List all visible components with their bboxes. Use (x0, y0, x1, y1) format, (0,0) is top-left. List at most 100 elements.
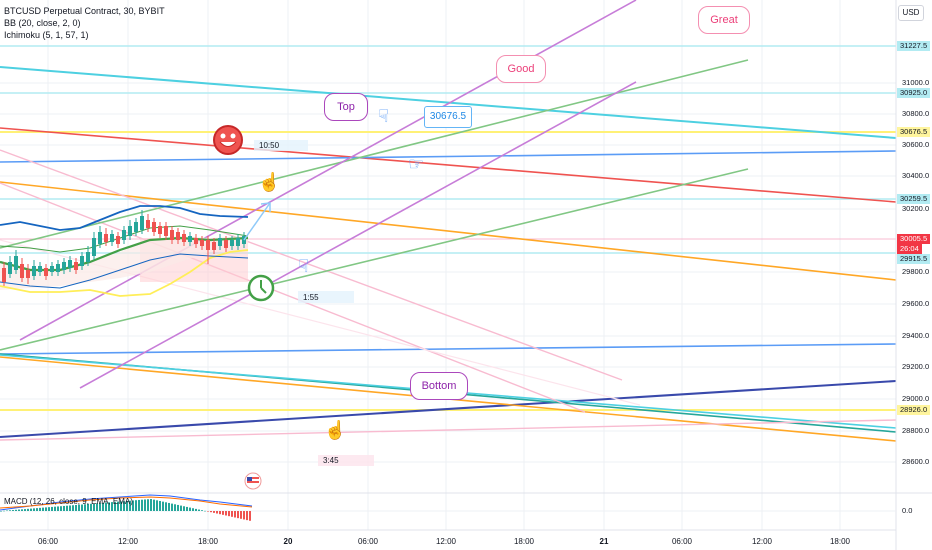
price-tick: 29400.0 (902, 331, 930, 340)
price-note[interactable]: 30676.5 (424, 106, 472, 128)
price-tick: 29200.0 (902, 362, 930, 371)
macd-histogram-bar (69, 505, 71, 511)
bb-legend[interactable]: BB (20, close, 2, 0) (4, 18, 81, 28)
candle-body (146, 220, 150, 228)
candle-body (194, 238, 198, 244)
duration-label: 1:55 (303, 293, 319, 302)
time-tick: 18:00 (513, 537, 535, 546)
price-tag: 28926.0 (897, 405, 931, 415)
macd-histogram-bar (171, 503, 173, 511)
price-tick: 28600.0 (902, 457, 930, 466)
currency-button[interactable]: USD (898, 5, 924, 21)
clock-icon[interactable] (246, 272, 276, 304)
hand-pointer-icon[interactable]: ☝ (258, 172, 281, 192)
macd-histogram-bar (123, 501, 125, 511)
price-tag: 30925.0 (897, 88, 931, 98)
macd-histogram-bar (105, 502, 107, 511)
candle-body (38, 266, 42, 272)
macd-histogram-bar (186, 506, 188, 511)
candle-body (92, 238, 96, 256)
candle-body (218, 238, 222, 246)
candle-body (44, 268, 48, 276)
candle-body (224, 240, 228, 248)
ichimoku-cloud (0, 236, 249, 297)
candle-body (206, 240, 210, 250)
price-tick: 28800.0 (902, 426, 930, 435)
macd-histogram-bar (219, 511, 221, 515)
candle-body (110, 234, 114, 242)
candle-body (74, 262, 78, 270)
macd-histogram-bar (108, 502, 110, 511)
macd-histogram-bar (144, 499, 146, 511)
time-tick: 06:00 (357, 537, 379, 546)
macd-histogram-bar (138, 499, 140, 511)
ichimoku-legend[interactable]: Ichimoku (5, 1, 57, 1) (4, 30, 89, 40)
macd-histogram-bar (48, 507, 50, 511)
macd-histogram-bar (111, 502, 113, 511)
flag-icon[interactable] (244, 472, 262, 490)
macd-histogram-bar (129, 500, 131, 511)
macd-histogram-bar (90, 503, 92, 511)
price-tick: 30600.0 (902, 140, 930, 149)
price-tag: 30259.5 (897, 194, 931, 204)
macd-histogram-bar (0, 511, 2, 512)
bottom-callout[interactable]: Bottom (410, 372, 468, 400)
smiley-face-icon[interactable] (212, 124, 244, 156)
time-tick: 21 (599, 537, 609, 546)
good-callout[interactable]: Good (496, 55, 546, 83)
candle-body (134, 222, 138, 232)
macd-histogram-bar (57, 506, 59, 511)
great-callout[interactable]: Great (698, 6, 750, 34)
candle-body (32, 266, 36, 276)
macd-histogram-bar (60, 506, 62, 511)
macd-histogram-bar (81, 504, 83, 511)
macd-histogram-bar (162, 501, 164, 511)
macd-histogram-bar (192, 508, 194, 511)
price-tick: 31000.0 (902, 78, 930, 87)
price-tick: 29600.0 (902, 299, 930, 308)
candle-body (26, 270, 30, 278)
candle-body (2, 268, 6, 282)
candle-body (188, 236, 192, 242)
hand-pointer-icon[interactable]: ☞ (408, 154, 425, 174)
macd-histogram-bar (168, 502, 170, 511)
hand-pointer-icon[interactable]: ☝ (324, 420, 347, 440)
price-tick: 30400.0 (902, 171, 930, 180)
time-tick: 12:00 (117, 537, 139, 546)
candle-body (182, 234, 186, 242)
symbol-legend[interactable]: BTCUSD Perpetual Contract, 30, BYBIT (4, 6, 165, 16)
macd-histogram-bar (78, 504, 80, 511)
macd-histogram-bar (165, 502, 167, 511)
candle-body (170, 230, 174, 240)
top-callout[interactable]: Top (324, 93, 368, 121)
macd-histogram-bar (132, 500, 134, 511)
macd-histogram-bar (225, 511, 227, 516)
macd-histogram-bar (153, 499, 155, 511)
date-range-box[interactable] (254, 140, 308, 151)
macd-histogram-bar (117, 501, 119, 511)
price-tag: 29915.5 (897, 254, 931, 264)
macd-histogram-bar (12, 510, 14, 511)
macd-histogram-bar (234, 511, 236, 518)
macd-histogram-bar (96, 503, 98, 511)
date-range-box[interactable] (318, 455, 374, 466)
macd-histogram-bar (66, 505, 68, 511)
date-range-box[interactable] (298, 291, 354, 303)
macd-legend[interactable]: MACD (12, 26, close, 9, EMA, EMA) (4, 497, 133, 506)
macd-histogram-bar (213, 511, 215, 513)
macd-histogram-bar (150, 499, 152, 511)
macd-histogram-bar (249, 511, 251, 521)
macd-histogram-bar (207, 511, 209, 512)
macd-pane[interactable] (0, 494, 896, 521)
macd-histogram-bar (6, 510, 8, 512)
candle-body (86, 252, 90, 262)
hand-pointer-icon[interactable]: ☟ (378, 106, 389, 126)
candle-body (164, 226, 168, 236)
hand-pointer-icon[interactable]: ☟ (298, 256, 309, 276)
candle-body (122, 230, 126, 240)
macd-histogram-bar (21, 509, 23, 511)
macd-histogram-bar (54, 506, 56, 511)
macd-histogram-bar (72, 505, 74, 511)
macd-histogram-bar (231, 511, 233, 517)
